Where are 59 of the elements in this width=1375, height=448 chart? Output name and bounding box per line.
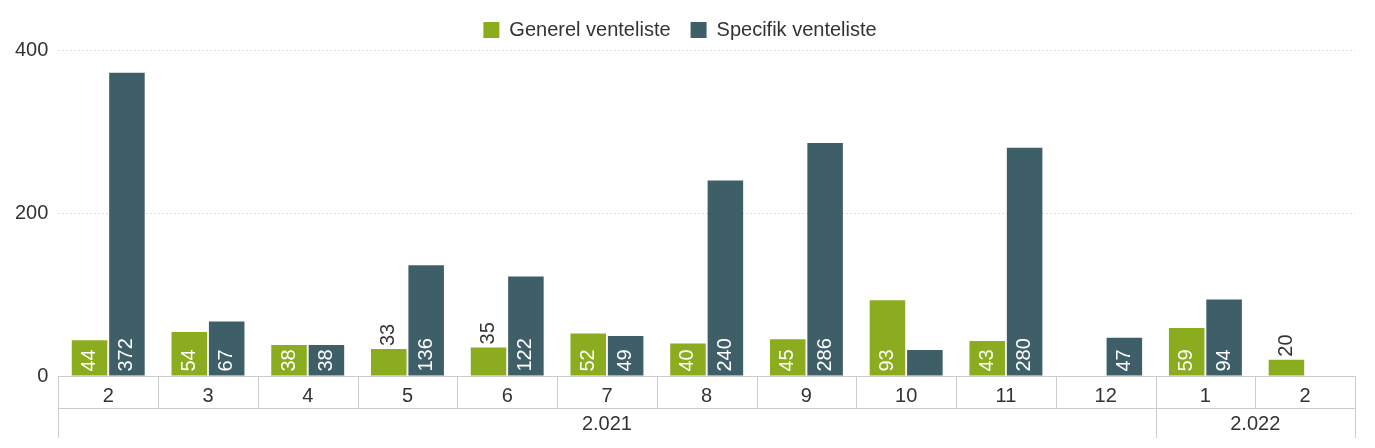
bar [408, 265, 444, 376]
data-label: 43 [974, 349, 997, 372]
data-label: 372 [114, 338, 137, 372]
bar [1206, 299, 1242, 376]
data-label: 122 [513, 338, 536, 372]
legend-label: Specifik venteliste [716, 17, 877, 40]
data-label: 93 [874, 349, 897, 372]
x-tick-label: 7 [601, 383, 613, 406]
bar [470, 347, 507, 376]
data-label: 33 [376, 323, 399, 347]
bar [907, 349, 943, 376]
x-tick-label: 10 [895, 383, 918, 406]
data-label: 52 [575, 349, 598, 372]
bar [869, 300, 906, 376]
x-tick-label: 4 [302, 383, 314, 406]
bar [969, 340, 1005, 376]
data-label: 44 [77, 349, 100, 372]
y-tick-label: 0 [37, 363, 49, 386]
data-label: 286 [812, 338, 835, 372]
data-label: 35 [476, 322, 499, 345]
bar [670, 343, 706, 376]
data-label: 136 [413, 338, 436, 372]
data-label: 280 [1012, 338, 1035, 372]
x-tick-label: 6 [501, 383, 513, 406]
bar [1006, 147, 1043, 376]
x-tick-label: 2 [1299, 383, 1311, 406]
y-tick-label: 200 [14, 200, 49, 223]
data-label: 67 [214, 349, 237, 372]
x-tick-label: 3 [202, 383, 214, 406]
x-tick-label: 5 [401, 383, 414, 406]
data-label: 40 [675, 349, 698, 372]
legend-label: Generel venteliste [509, 17, 671, 40]
bar [707, 180, 744, 376]
bar [570, 333, 607, 376]
data-label: 45 [775, 349, 798, 372]
x-tick-label: 1 [1199, 383, 1211, 406]
text: 2.021 [581, 411, 632, 434]
x-tick-label: 9 [800, 383, 812, 406]
data-label: 54 [176, 349, 199, 372]
data-label: 49 [613, 349, 636, 372]
bar [208, 321, 245, 376]
x-tick-label: 11 [995, 383, 1017, 406]
data-label: 38 [276, 349, 299, 372]
data-label: 59 [1174, 349, 1197, 372]
bar [370, 349, 407, 376]
x-tick-label: 8 [701, 383, 713, 406]
data-label: 20 [1273, 334, 1296, 357]
data-label: 94 [1211, 349, 1234, 372]
bar [109, 72, 145, 376]
bar [807, 142, 843, 376]
data-label: 240 [712, 338, 735, 372]
bar [508, 276, 544, 376]
data-label: 47 [1111, 349, 1134, 372]
y-tick-label: 400 [14, 37, 49, 60]
data-label: 38 [313, 349, 336, 372]
x-tick-label: 12 [1094, 383, 1117, 406]
bar [1268, 359, 1305, 376]
x-tick-label: 2 [102, 383, 114, 406]
text: 2.022 [1230, 411, 1281, 434]
